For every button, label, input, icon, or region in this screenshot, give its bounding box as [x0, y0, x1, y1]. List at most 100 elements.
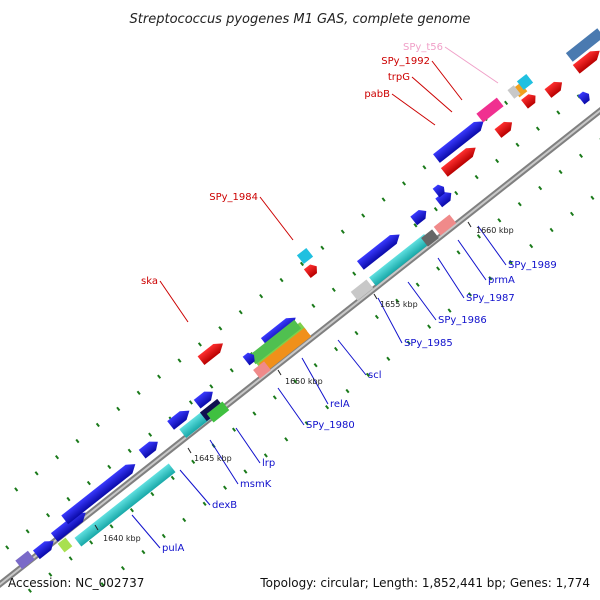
gene-arrow — [577, 91, 590, 105]
gene-label: SPy_1987 — [466, 293, 515, 304]
gene-leader-line — [411, 76, 453, 113]
gc-tick — [504, 100, 509, 106]
gc-tick — [447, 308, 452, 313]
kbp-tick — [94, 524, 99, 531]
gc-tick — [556, 110, 561, 115]
gene-label: msmK — [240, 479, 272, 490]
gc-tick — [320, 245, 325, 251]
gene-block — [565, 28, 600, 62]
gc-tick — [68, 556, 73, 561]
kbp-tick — [467, 221, 472, 228]
gene-leader-line — [235, 427, 261, 464]
gene-block — [433, 214, 457, 236]
gene-arrow — [15, 550, 35, 570]
gc-tick — [223, 485, 228, 490]
gene-block — [248, 319, 302, 365]
kbp-tick — [277, 369, 282, 376]
gc-tick — [401, 181, 407, 186]
kbp-tick — [187, 447, 192, 454]
gc-tick — [34, 471, 39, 476]
gene-block — [421, 229, 439, 247]
gc-tick — [170, 475, 175, 481]
gene-arrow — [369, 234, 431, 286]
gene-arrow — [206, 401, 230, 423]
gene-block — [512, 82, 528, 98]
gene-arrow-shape — [193, 391, 213, 409]
gene-leader-line — [444, 46, 499, 84]
gc-tick — [334, 346, 339, 352]
gc-tick — [313, 363, 318, 368]
gene-label: trpG — [388, 72, 410, 83]
gene-leader-line — [477, 225, 507, 266]
gc-tick — [386, 356, 391, 362]
gc-tick — [75, 438, 80, 444]
gene-arrow-shape — [432, 184, 445, 198]
gene-block — [74, 463, 176, 547]
gc-tick — [590, 195, 595, 200]
gene-arrow — [433, 214, 457, 236]
gene-arrow — [440, 147, 476, 177]
gc-tick — [263, 453, 268, 458]
gc-tick — [231, 427, 237, 432]
gene-arrow — [138, 441, 158, 459]
gc-tick — [325, 404, 330, 410]
gc-tick — [422, 165, 427, 170]
gc-tick — [161, 533, 166, 539]
gene-arrow — [197, 343, 223, 365]
gc-tick — [538, 185, 543, 191]
genome-summary-text: Topology: circular; Length: 1,852,441 bp… — [259, 576, 590, 590]
gc-tick — [454, 190, 459, 196]
gc-tick — [415, 282, 420, 287]
gc-tick — [116, 406, 121, 412]
gene-label: SPy_1985 — [404, 338, 453, 349]
gene-block — [369, 234, 431, 286]
gc-tick — [488, 276, 493, 281]
gene-features — [15, 28, 600, 570]
gc-tick — [578, 153, 584, 159]
gc-tick-row — [14, 100, 509, 492]
gc-tick — [243, 469, 248, 474]
gene-arrow — [494, 121, 513, 138]
gc-tick — [474, 174, 479, 180]
gc-tick — [141, 549, 146, 555]
gc-tick — [14, 487, 19, 492]
gene-arrow-shape — [440, 147, 476, 177]
gene-leader-line — [209, 439, 239, 485]
gc-tick — [352, 271, 357, 276]
gc-tick — [374, 314, 379, 320]
gene-arrow-shape — [544, 81, 563, 98]
gene-label: SPy_1980 — [306, 420, 355, 431]
gene-arrow-shape — [242, 352, 255, 366]
gene-label: relA — [330, 399, 350, 410]
gc-tick — [535, 126, 540, 131]
gc-tick — [427, 324, 432, 329]
gene-leader-line — [377, 297, 403, 344]
gc-tick — [259, 293, 264, 299]
gc-tick — [406, 340, 411, 345]
gene-arrow — [253, 361, 271, 379]
gene-arrow — [242, 352, 255, 366]
kbp-label: 1640 kbp — [103, 534, 141, 543]
gc-tick — [495, 158, 500, 164]
map-title: Streptococcus pyogenes M1 GAS, complete … — [130, 12, 471, 27]
gene-arrow — [248, 319, 302, 365]
gene-arrow-shape — [356, 234, 400, 270]
gene-block — [476, 97, 504, 123]
gene-leader-line — [179, 469, 211, 506]
gene-leader-line — [407, 281, 437, 321]
gc-tick — [381, 197, 386, 202]
gene-arrow — [516, 73, 534, 91]
gc-tick — [182, 517, 187, 523]
gc-tick — [238, 310, 243, 315]
gc-tick — [304, 421, 309, 426]
gene-arrow-shape — [138, 441, 158, 459]
gc-tick — [107, 464, 112, 470]
gc-tick — [331, 287, 336, 292]
gc-tick — [252, 411, 257, 416]
gene-arrow-shape — [303, 264, 317, 279]
gc-tick — [467, 292, 472, 297]
gc-tick — [558, 169, 563, 175]
gc-tick — [5, 545, 10, 550]
gc-tick — [100, 582, 105, 587]
gene-leader-line — [131, 514, 161, 549]
